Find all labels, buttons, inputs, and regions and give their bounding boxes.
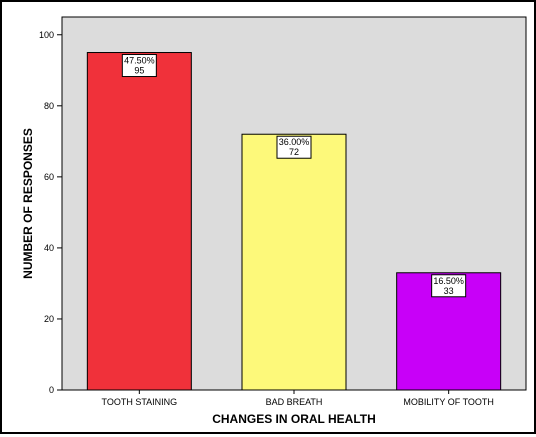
- data-label-count: 72: [289, 147, 299, 157]
- x-tick-label: MOBILITY OF TOOTH: [403, 397, 494, 407]
- data-label-percent: 16.50%: [433, 276, 464, 286]
- data-label-count: 95: [134, 66, 144, 76]
- x-tick-label: TOOTH STAINING: [101, 397, 177, 407]
- y-tick-label: 80: [44, 101, 54, 111]
- x-axis: TOOTH STAINING BAD BREATH MOBILITY OF TOOT…: [62, 389, 526, 407]
- data-label-box: [276, 135, 312, 159]
- y-tick-label: 0: [49, 385, 54, 395]
- y-axis-title: NUMBER OF RESPONSES: [21, 128, 35, 279]
- bar-bad-breath: [241, 133, 347, 391]
- y-tick-label: 100: [39, 30, 54, 40]
- x-axis-title: CHANGES IN ORAL HEALTH: [212, 412, 376, 426]
- y-tick-label: 20: [44, 314, 54, 324]
- data-label-count: 33: [444, 286, 454, 296]
- data-label-box: [121, 54, 157, 78]
- y-tick-label: 60: [44, 172, 54, 182]
- bar-tooth-staining: [86, 52, 192, 391]
- data-label-percent: 36.00%: [279, 137, 310, 147]
- bar-chart: 0 20 40 60 80 100 TOOTH STAINING BAD BREATH MOB…: [21, 16, 527, 426]
- bars-group: 47.50%95 36.00%72 16.50%33: [86, 52, 502, 391]
- data-label-box: [431, 274, 467, 298]
- y-axis: 0 20 40 60 80 100: [39, 17, 63, 395]
- x-tick-label: BAD BREATH: [266, 397, 323, 407]
- y-tick-label: 40: [44, 243, 54, 253]
- data-label-percent: 47.50%: [124, 56, 155, 66]
